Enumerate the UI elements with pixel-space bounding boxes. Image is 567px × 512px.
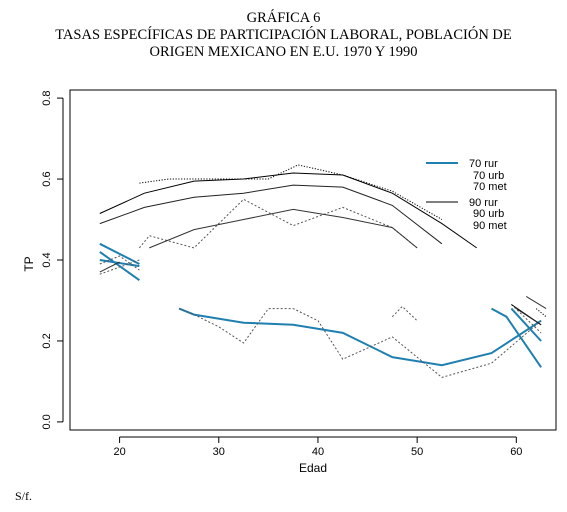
series-layer — [99, 164, 547, 378]
x-tick-label: 50 — [411, 446, 423, 458]
series-70-rur — [99, 242, 542, 368]
series-line — [491, 307, 542, 368]
y-tick-label: 0.8 — [41, 90, 53, 105]
x-axis-label: Edad — [299, 461, 327, 475]
source-note: S/f. — [15, 489, 33, 503]
series-line — [99, 251, 140, 282]
series-line — [99, 259, 140, 275]
y-tick-label: 0.0 — [41, 414, 53, 429]
series-90-rur — [99, 172, 542, 326]
series-line — [516, 308, 542, 326]
series-line — [99, 255, 140, 271]
series-line — [511, 304, 542, 334]
series-line — [535, 308, 547, 318]
chart-title-line-3: ORIGEN MEXICANO EN E.U. 1970 Y 1990 — [149, 44, 418, 60]
y-axis-label: TP — [22, 256, 36, 271]
legend-label: 70 urb — [473, 170, 504, 182]
legend-label: 70 met — [473, 181, 507, 193]
plot-frame — [69, 89, 557, 431]
x-tick-label: 30 — [213, 446, 225, 458]
series-line — [139, 164, 443, 220]
series-line — [178, 308, 542, 378]
y-tick-label: 0.4 — [41, 252, 53, 267]
legend-label: 90 urb — [473, 208, 504, 220]
chart-title-line-2: TASAS ESPECÍFICAS DE PARTICIPACIÓN LABOR… — [55, 27, 512, 43]
series-line — [510, 307, 542, 342]
x-tick-label: 20 — [113, 446, 125, 458]
series-70-urb — [99, 198, 542, 378]
series-line — [391, 305, 418, 322]
legend-label: 70 rur — [469, 158, 498, 170]
series-line — [99, 172, 477, 249]
series-line — [139, 198, 418, 249]
series-line — [99, 184, 443, 245]
chart-title-line-1: GRÁFICA 6 — [246, 10, 321, 26]
x-tick-label: 60 — [510, 446, 522, 458]
series-line — [525, 295, 547, 310]
series-line — [99, 242, 140, 265]
series-70-met — [139, 164, 547, 318]
axes: 20 30 40 50 60 0.0 0.2 0.4 0.6 0.8 — [41, 90, 522, 458]
y-tick-label: 0.6 — [41, 171, 53, 186]
series-line — [99, 261, 120, 273]
series-line — [149, 208, 418, 249]
series-90-met — [99, 208, 547, 310]
legend-label: 90 met — [473, 220, 507, 232]
x-tick-label: 40 — [312, 446, 324, 458]
y-tick-label: 0.2 — [41, 333, 53, 348]
legend-label: 90 rur — [469, 197, 498, 209]
series-line — [178, 307, 542, 367]
series-90-urb — [99, 184, 542, 326]
